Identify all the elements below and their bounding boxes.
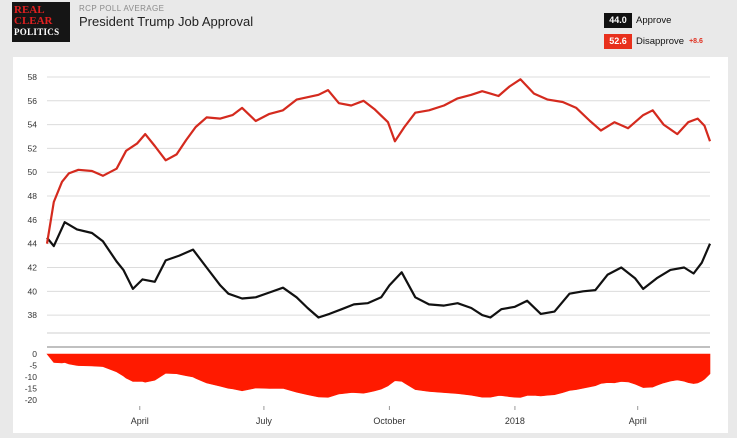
approve-line bbox=[46, 221, 712, 319]
net-y-tick-label: -5 bbox=[29, 361, 37, 371]
disapprove-spread: +8.6 bbox=[689, 38, 703, 45]
approve-value-badge: 44.0 bbox=[604, 13, 632, 28]
y-tick-label: 58 bbox=[28, 72, 38, 82]
y-tick-label: 54 bbox=[28, 120, 38, 130]
y-tick-label: 42 bbox=[28, 263, 38, 273]
y-tick-label: 52 bbox=[28, 143, 38, 153]
logo-line-1: REAL bbox=[14, 4, 45, 16]
legend-disapprove: 52.6 Disapprove +8.6 bbox=[604, 31, 703, 52]
legend-approve: 44.0 Approve bbox=[604, 10, 703, 31]
approve-label: Approve bbox=[636, 15, 672, 26]
legend: 44.0 Approve 52.6 Disapprove +8.6 bbox=[604, 10, 703, 52]
y-tick-label: 38 bbox=[28, 310, 38, 320]
disapprove-value-badge: 52.6 bbox=[604, 34, 632, 49]
net-y-tick-label: -15 bbox=[25, 384, 38, 394]
y-tick-label: 50 bbox=[28, 167, 38, 177]
disapprove-line bbox=[45, 78, 712, 244]
x-tick-label: 2018 bbox=[505, 416, 525, 426]
x-tick-label: July bbox=[256, 416, 273, 426]
net-y-tick-label: -20 bbox=[25, 395, 38, 405]
y-tick-label: 48 bbox=[28, 191, 38, 201]
approval-line-chart: 58 56 54 52 50 48 46 44 42 40 38 0 -5-10 -15-20 April J… bbox=[13, 57, 728, 433]
x-tick-label: April bbox=[131, 416, 149, 426]
disapprove-label: Disapprove bbox=[636, 36, 685, 47]
y-tick-label: 44 bbox=[28, 239, 38, 249]
net-spread-area bbox=[46, 353, 711, 398]
y-tick-label: 40 bbox=[28, 286, 38, 296]
poll-average-kicker: RCP POLL AVERAGE bbox=[79, 4, 165, 13]
x-tick-label: April bbox=[629, 416, 647, 426]
net-y-tick-label: 0 bbox=[32, 349, 37, 359]
realclearpolitics-logo[interactable]: REAL CLEAR POLITICS bbox=[12, 2, 70, 42]
y-tick-label: 46 bbox=[28, 215, 38, 225]
logo-line-2: CLEAR bbox=[14, 15, 53, 27]
net-y-tick-label: -10 bbox=[25, 372, 38, 382]
chart-title: President Trump Job Approval bbox=[79, 14, 254, 29]
x-tick-label: October bbox=[373, 416, 405, 426]
y-tick-label: 56 bbox=[28, 96, 38, 106]
logo-line-3: POLITICS bbox=[14, 27, 60, 37]
